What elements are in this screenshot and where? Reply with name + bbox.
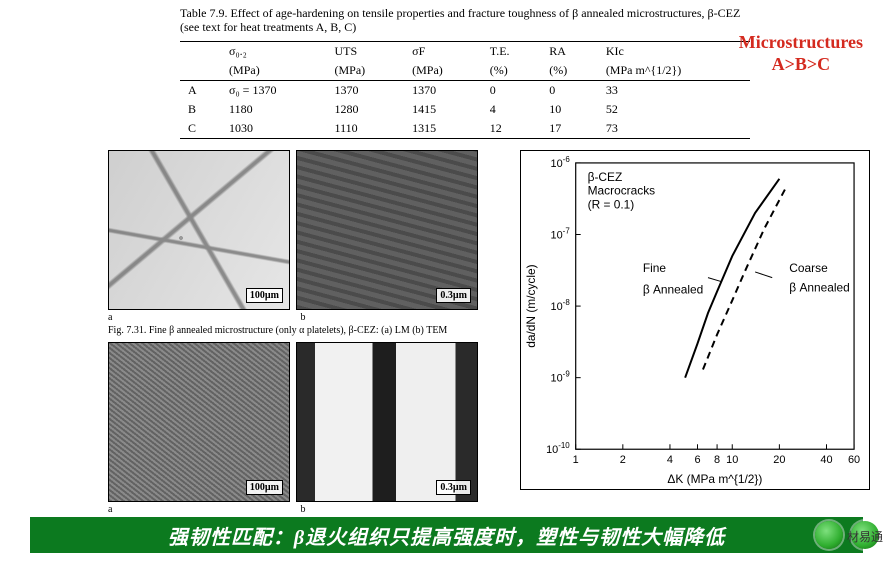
wechat-icon — [815, 521, 843, 549]
sub-b: b — [300, 504, 305, 515]
cell: 1315 — [404, 119, 482, 139]
col-h2: (MPa) — [221, 61, 326, 81]
col-h2: (MPa) — [327, 61, 405, 81]
cell: 52 — [598, 100, 750, 119]
svg-text:Macrocracks: Macrocracks — [588, 184, 656, 198]
svg-text:10-10: 10-10 — [546, 441, 570, 456]
svg-text:Fine: Fine — [643, 261, 667, 275]
cell: 4 — [482, 100, 542, 119]
svg-text:40: 40 — [820, 454, 832, 466]
cell: 1370 — [327, 80, 405, 100]
col-h: UTS — [327, 41, 405, 61]
cell: 73 — [598, 119, 750, 139]
col-h: σ₀.₂ — [221, 41, 326, 61]
col-h: T.E. — [482, 41, 542, 61]
fig32b-tem: 0.3µm — [296, 342, 478, 502]
micrograph-grid: 100µm 0.3µm a b Fig. 7.31. Fine β anneale… — [108, 150, 488, 534]
table-row: C 1030 1110 1315 12 17 73 — [180, 119, 750, 139]
svg-text:10-6: 10-6 — [551, 155, 571, 170]
annotation-line2: A>B>C — [739, 54, 863, 76]
col-h2: (%) — [541, 61, 598, 81]
footer-banner: 强韧性匹配：β退火组织只提高强度时，塑性与韧性大幅降低 — [30, 517, 863, 553]
watermark-text: 材易通 — [847, 528, 883, 545]
cell: B — [180, 100, 221, 119]
properties-table: σ₀.₂ UTS σF T.E. RA KIc (MPa) (MPa) (MPa… — [180, 41, 750, 139]
fig31-caption: Fig. 7.31. Fine β annealed microstructur… — [108, 325, 488, 336]
table-header-row-2: (MPa) (MPa) (MPa) (%) (%) (MPa m^{1/2}) — [180, 61, 750, 81]
col-h2: (%) — [482, 61, 542, 81]
dadN-chart: 1 2 4 6 8 10 20 40 60 10-10 10-9 10-8 10-7 10-6 ΔK (MP… — [520, 150, 870, 490]
svg-text:10-9: 10-9 — [551, 370, 571, 385]
fig31b-tem: 0.3µm — [296, 150, 478, 310]
annotation-line1: Microstructures — [739, 32, 863, 54]
col-h2 — [180, 61, 221, 81]
svg-text:20: 20 — [773, 454, 785, 466]
scale-bar: 100µm — [246, 288, 283, 303]
chart-svg: 1 2 4 6 8 10 20 40 60 10-10 10-9 10-8 10-7 10-6 ΔK (MP… — [521, 151, 869, 489]
scale-bar: 0.3µm — [436, 480, 471, 495]
svg-text:2: 2 — [620, 454, 626, 466]
table-caption: Table 7.9. Effect of age-hardening on te… — [180, 6, 750, 35]
cell: 1280 — [327, 100, 405, 119]
svg-text:da/dN (m/cycle): da/dN (m/cycle) — [524, 264, 538, 347]
cell: 0 — [541, 80, 598, 100]
svg-text:β-CEZ: β-CEZ — [588, 170, 623, 184]
cell: 17 — [541, 119, 598, 139]
svg-text:4: 4 — [667, 454, 673, 466]
cell: 33 — [598, 80, 750, 100]
svg-text:β Annealed: β Annealed — [789, 280, 849, 294]
cell: 1180 — [221, 100, 326, 119]
svg-text:10: 10 — [726, 454, 738, 466]
col-h: RA — [541, 41, 598, 61]
svg-text:(R = 0.1): (R = 0.1) — [588, 198, 635, 212]
col-h — [180, 41, 221, 61]
cell: 0 — [482, 80, 542, 100]
scale-bar: 100µm — [246, 480, 283, 495]
table-header-row-1: σ₀.₂ UTS σF T.E. RA KIc — [180, 41, 750, 61]
table-section: Table 7.9. Effect of age-hardening on te… — [180, 6, 750, 139]
sub-a: a — [108, 504, 112, 515]
svg-text:10-7: 10-7 — [551, 227, 571, 242]
annotation-microstructures: Microstructures A>B>C — [739, 32, 863, 75]
svg-text:β Annealed: β Annealed — [643, 282, 703, 296]
cell: 1370 — [404, 80, 482, 100]
svg-text:6: 6 — [694, 454, 700, 466]
col-h2: (MPa m^{1/2}) — [598, 61, 750, 81]
cell: 1415 — [404, 100, 482, 119]
cell: 10 — [541, 100, 598, 119]
cell: C — [180, 119, 221, 139]
cell: σ₀ = 1370 — [221, 80, 326, 100]
svg-text:1: 1 — [573, 454, 579, 466]
svg-text:8: 8 — [714, 454, 720, 466]
fig31a-lm: 100µm — [108, 150, 290, 310]
svg-text:ΔK (MPa m^{1/2}): ΔK (MPa m^{1/2}) — [667, 472, 762, 486]
sub-b: b — [300, 312, 305, 323]
col-h: KIc — [598, 41, 750, 61]
cell: 1030 — [221, 119, 326, 139]
sub-a: a — [108, 312, 112, 323]
table-row: A σ₀ = 1370 1370 1370 0 0 33 — [180, 80, 750, 100]
table-row: B 1180 1280 1415 4 10 52 — [180, 100, 750, 119]
footer-text: 强韧性匹配：β退火组织只提高强度时，塑性与韧性大幅降低 — [168, 521, 725, 550]
fig32a-lm: 100µm — [108, 342, 290, 502]
svg-text:10-8: 10-8 — [551, 298, 571, 313]
cell: 12 — [482, 119, 542, 139]
cell: A — [180, 80, 221, 100]
svg-text:Coarse: Coarse — [789, 261, 828, 275]
scale-bar: 0.3µm — [436, 288, 471, 303]
cell: 1110 — [327, 119, 405, 139]
svg-text:60: 60 — [848, 454, 860, 466]
col-h: σF — [404, 41, 482, 61]
col-h2: (MPa) — [404, 61, 482, 81]
